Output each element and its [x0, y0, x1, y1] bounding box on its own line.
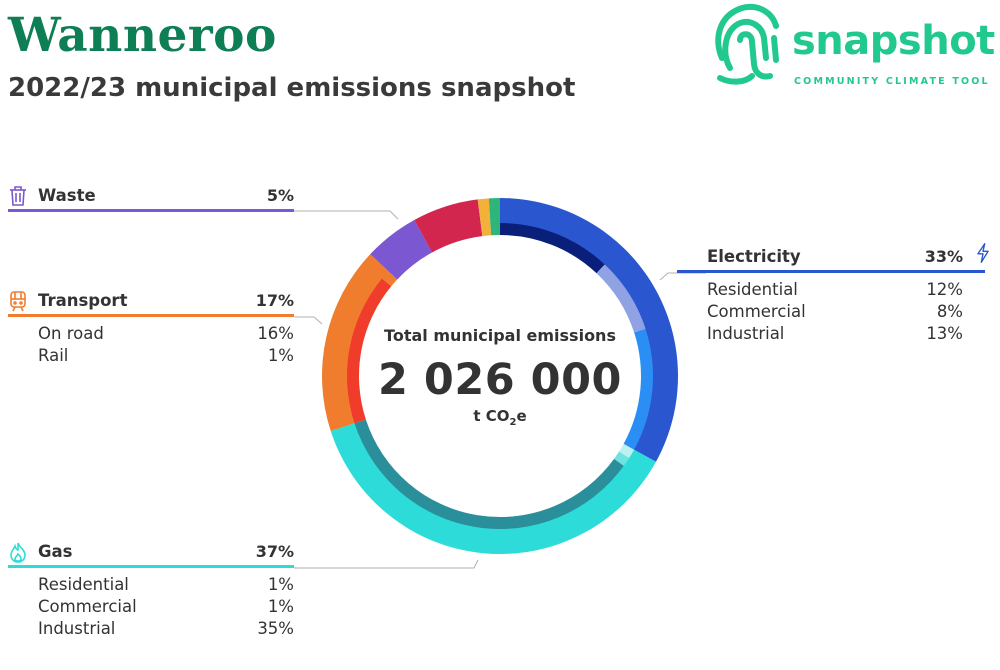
waste-percent: 5%	[266, 186, 294, 205]
donut-slice	[322, 254, 390, 432]
transport-subcategory-row: Rail 1%	[8, 346, 294, 368]
waste-rule	[8, 209, 294, 212]
gas-percent: 37%	[255, 542, 294, 561]
donut-slice	[614, 451, 630, 466]
unit-prefix: t CO	[473, 407, 510, 425]
donut-slice	[426, 224, 483, 253]
trash-icon	[10, 186, 26, 206]
donut-slice	[414, 199, 481, 243]
gas-leader-line	[294, 559, 479, 569]
page-subtitle: 2022/23 municipal emissions snapshot	[8, 73, 576, 103]
subcategory-value: 12%	[926, 280, 963, 299]
transport-rule	[8, 314, 294, 317]
snapshot-logo: snapshot COMMUNITY CLIMATE TOOL	[712, 2, 1000, 92]
waste-leader-line	[294, 210, 399, 220]
donut-slice	[623, 328, 653, 450]
page-title: Wanneroo	[8, 8, 277, 63]
donut-slice	[596, 264, 646, 333]
category-electricity: Electricity 33% Residential 12% Commerci…	[677, 243, 993, 346]
train-icon	[10, 291, 26, 312]
subcategory-value: 13%	[926, 324, 963, 343]
donut-slice	[488, 198, 500, 225]
brand-name: snapshot	[792, 18, 995, 64]
subcategory-label: On road	[38, 324, 104, 343]
unit-suffix: e	[516, 407, 527, 425]
donut-slice	[500, 198, 678, 462]
transport-subcategory-row: On road 16%	[8, 324, 294, 346]
subcategory-label: Residential	[38, 575, 129, 594]
donut-center-total: Total municipal emissions 2 026 000 t CO…	[360, 326, 640, 428]
electricity-rule	[677, 270, 985, 273]
brand-tagline: COMMUNITY CLIMATE TOOL	[794, 76, 990, 87]
subcategory-value: 1%	[267, 346, 294, 365]
transport-leader-line	[294, 316, 323, 325]
fingerprint-logo-icon	[715, 4, 779, 85]
category-waste: Waste 5%	[8, 185, 294, 212]
outer-ring	[322, 198, 678, 554]
transport-label: Transport	[38, 291, 128, 310]
gas-subcategory-row: Residential 1%	[8, 575, 294, 597]
gas-label: Gas	[38, 542, 73, 561]
subcategory-label: Industrial	[707, 324, 785, 343]
subcategory-value: 35%	[257, 619, 294, 638]
subcategory-value: 1%	[267, 597, 294, 616]
donut-slice	[388, 241, 433, 280]
subcategory-value: 1%	[267, 575, 294, 594]
donut-slice	[346, 278, 392, 424]
electricity-percent: 33%	[924, 247, 963, 266]
category-gas: Gas 37% Residential 1% Commercial 1% Ind…	[8, 541, 294, 641]
waste-label: Waste	[38, 186, 96, 205]
transport-percent: 17%	[255, 291, 294, 310]
donut-slice	[330, 422, 656, 554]
subcategory-label: Rail	[38, 346, 69, 365]
subcategory-label: Residential	[707, 280, 798, 299]
unit-subscript: 2	[509, 417, 517, 428]
electricity-subcategory-row: Industrial 13%	[677, 324, 993, 346]
subcategory-label: Commercial	[707, 302, 806, 321]
donut-slice	[619, 443, 635, 458]
inner-ring	[346, 223, 653, 530]
electricity-leader-line	[659, 272, 706, 281]
donut-slice	[490, 223, 500, 236]
donut-slice	[354, 419, 624, 530]
donut-slice	[477, 198, 491, 226]
subcategory-value: 16%	[257, 324, 294, 343]
subcategory-label: Industrial	[38, 619, 116, 638]
gas-subcategory-row: Industrial 35%	[8, 619, 294, 641]
total-value: 2 026 000	[378, 355, 622, 405]
donut-slice	[500, 223, 605, 274]
donut-slice	[480, 223, 492, 237]
category-transport: Transport 17% On road 16% Rail 1%	[8, 290, 294, 368]
subcategory-value: 8%	[936, 302, 963, 321]
leader-lines	[294, 210, 706, 569]
donut-slice	[370, 220, 427, 272]
electricity-subcategory-row: Commercial 8%	[677, 302, 993, 324]
subcategory-label: Commercial	[38, 597, 137, 616]
flame-icon	[10, 542, 26, 563]
gas-subcategory-row: Commercial 1%	[8, 597, 294, 619]
donut-slice	[382, 271, 398, 287]
gas-rule	[8, 565, 294, 568]
total-unit: t CO2e	[360, 407, 640, 428]
lightning-icon	[977, 243, 989, 263]
total-label: Total municipal emissions	[384, 326, 616, 345]
electricity-subcategory-row: Residential 12%	[677, 280, 993, 302]
electricity-label: Electricity	[707, 247, 801, 266]
